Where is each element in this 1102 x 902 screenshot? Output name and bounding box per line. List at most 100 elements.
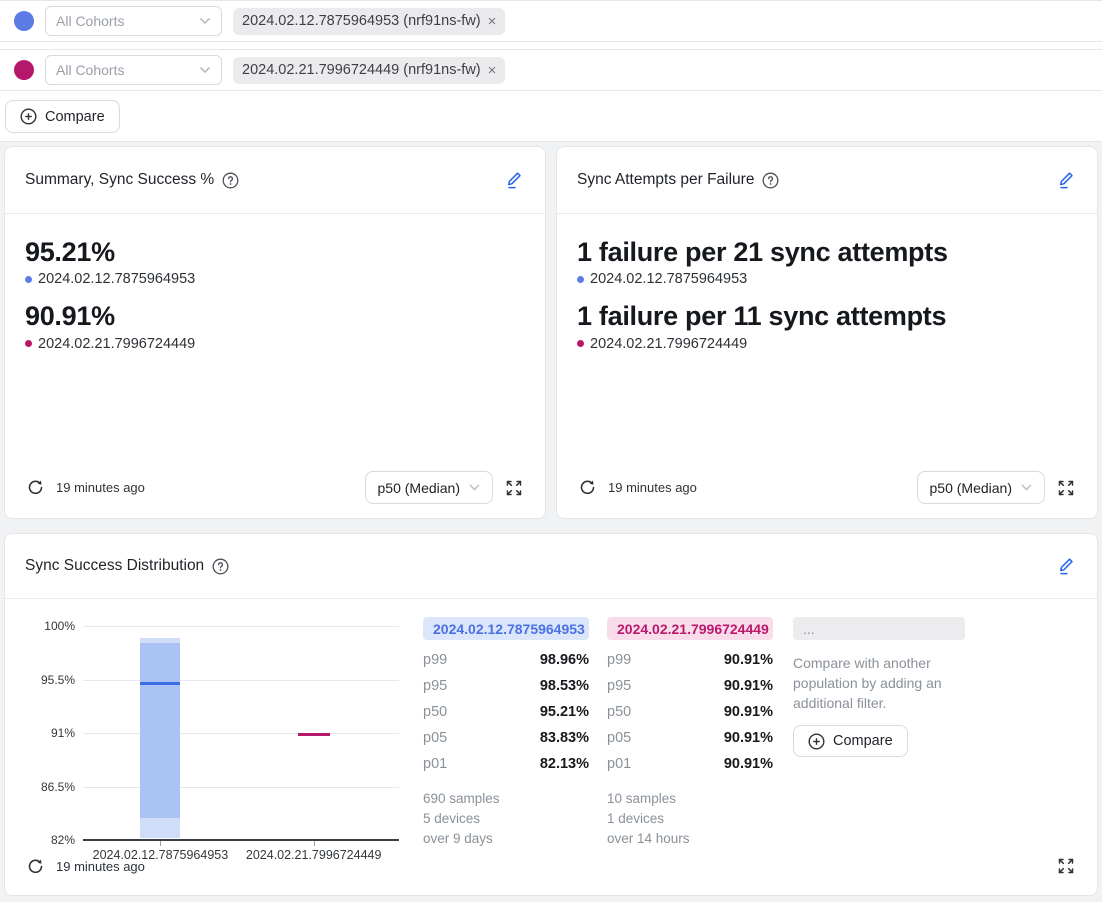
compare-hint-text: Compare with another population by addin… <box>793 655 942 711</box>
expand-icon <box>1057 479 1075 497</box>
add-compare-button[interactable]: Compare <box>5 100 120 133</box>
population-stat-line: 1 devices <box>607 811 665 826</box>
refresh-icon <box>579 479 596 496</box>
card-title: Summary, Sync Success % <box>25 171 215 188</box>
percentile-value: 90.91% <box>723 678 773 694</box>
help-icon[interactable] <box>212 558 229 575</box>
distribution-card-header: Sync Success Distribution <box>5 534 1097 599</box>
percentile-label: p50 <box>607 704 632 720</box>
percentile-row: p05 83.83% <box>423 725 589 751</box>
metric-value: 1 failure per 11 sync attempts <box>577 301 947 332</box>
metric-legend-label: 2024.02.12.7875964953 <box>590 271 748 288</box>
percentile-row: p01 82.13% <box>423 751 589 777</box>
summary-card-header: Summary, Sync Success % <box>5 147 545 214</box>
gridline <box>83 786 399 788</box>
percentile-select[interactable]: p50 (Median) <box>364 471 493 504</box>
attempts-card-footer: 19 minutes ago p50 (Median) <box>557 459 1097 518</box>
cohort-a-select[interactable]: All Cohorts <box>45 6 222 36</box>
edit-card-button[interactable] <box>503 169 525 192</box>
refresh-icon <box>27 479 44 496</box>
population-stat-line: 10 samples <box>607 791 677 806</box>
x-axis-tick <box>160 841 162 846</box>
y-axis-tick-label: 91% <box>50 726 75 740</box>
edit-card-button[interactable] <box>1055 555 1077 578</box>
percentile-row: p95 98.53% <box>423 673 589 699</box>
population-a-header: 2024.02.12.7875964953 <box>423 617 589 640</box>
population-stat-line: 5 devices <box>423 811 481 826</box>
last-updated-text: 19 minutes ago <box>56 858 145 874</box>
compare-hint-column: ... Compare with another population by a… <box>793 617 965 849</box>
refresh-button[interactable] <box>577 477 598 498</box>
card-title: Sync Success Distribution <box>25 557 205 574</box>
percentile-label: p99 <box>607 652 632 668</box>
y-axis-tick-label: 82% <box>50 833 75 847</box>
gridline <box>83 626 399 627</box>
add-population-compare-button[interactable]: Compare <box>793 725 908 757</box>
expand-icon <box>1057 857 1075 875</box>
percentile-label: p05 <box>607 730 632 746</box>
boxplot-plot-area: 100% 95.5% 91% 86.5% 82% 2024.02.12.787596495… <box>41 619 399 862</box>
metric-legend-label: 2024.02.12.7875964953 <box>38 271 196 288</box>
distribution-chart: 100% 95.5% 91% 86.5% 82% 2024.02.12.787596495… <box>25 619 399 862</box>
compare-button-label: Compare <box>833 733 893 749</box>
cohort-a-color-dot <box>14 11 34 31</box>
expand-icon <box>505 479 523 497</box>
metric-value: 1 failure per 21 sync attempts <box>577 237 948 267</box>
remove-tag-icon[interactable]: × <box>487 12 497 30</box>
cohort-select-placeholder: All Cohorts <box>56 62 125 78</box>
cohort-a-tag: 2024.02.12.7875964953 (nrf91ns-fw) × <box>233 7 506 35</box>
metric-value: 90.91% <box>25 301 115 332</box>
percentile-value: 98.96% <box>539 652 589 668</box>
last-updated-text: 19 minutes ago <box>56 480 145 495</box>
metric-legend: 2024.02.12.7875964953 <box>25 271 525 287</box>
cohort-b-dot-icon <box>25 340 32 348</box>
metric-legend: 2024.02.21.7996724449 <box>25 336 525 352</box>
expand-card-button[interactable] <box>503 477 525 499</box>
population-column-a: 2024.02.12.7875964953 p99 98.96% p95 98.53%… <box>423 617 589 849</box>
tag-label: 2024.02.21.7996724449 (nrf91ns-fw) <box>242 62 481 78</box>
population-stat-line: 690 samples <box>423 791 500 806</box>
percentile-select-value: p50 (Median) <box>929 479 1013 496</box>
distribution-card-footer: 19 minutes ago <box>5 849 1097 891</box>
percentile-table-b: p99 90.91% p95 90.91% p50 90.91% p05 90.91% p01 9… <box>607 647 773 777</box>
x-axis-tick <box>313 841 315 846</box>
metric-value: 95.21% <box>25 237 115 267</box>
expand-card-button[interactable] <box>1055 477 1077 499</box>
percentile-row: p50 90.91% <box>607 699 773 725</box>
compare-button-label: Compare <box>45 108 105 125</box>
refresh-button[interactable] <box>25 477 46 498</box>
percentile-value: 90.91% <box>723 704 773 720</box>
refresh-button[interactable] <box>25 856 46 877</box>
remove-tag-icon[interactable]: × <box>487 61 497 79</box>
chevron-down-icon <box>469 484 480 491</box>
percentile-label: p01 <box>423 756 448 772</box>
y-axis-tick-label: 86.5% <box>40 779 75 794</box>
cohort-b-dot-icon <box>577 340 584 348</box>
help-icon[interactable] <box>762 172 779 189</box>
help-icon[interactable] <box>222 172 239 189</box>
percentile-value: 82.13% <box>539 756 589 772</box>
percentile-label: p95 <box>423 678 448 694</box>
percentile-row: p01 90.91% <box>607 751 773 777</box>
filter-row-cohort-a: All Cohorts 2024.02.12.7875964953 (nrf91… <box>0 0 1102 42</box>
population-b-header: 2024.02.21.7996724449 <box>607 617 773 640</box>
summary-card-body: 95.21% 2024.02.12.7875964953 90.91% 2024… <box>5 214 545 459</box>
summary-card: Summary, Sync Success % 95.21% <box>4 146 546 519</box>
percentile-value: 90.91% <box>723 756 773 772</box>
boxplot-median-line <box>140 681 181 685</box>
percentile-row: p99 98.96% <box>423 647 589 673</box>
edit-card-button[interactable] <box>1055 169 1077 192</box>
cohort-select-placeholder: All Cohorts <box>56 13 125 29</box>
cards-area: Summary, Sync Success % 95.21% <box>0 142 1102 896</box>
expand-card-button[interactable] <box>1055 855 1077 877</box>
edit-pencil-icon <box>505 171 523 190</box>
percentile-value: 90.91% <box>723 730 773 746</box>
y-axis-tick-label: 95.5% <box>40 672 75 687</box>
edit-pencil-icon <box>1057 171 1075 190</box>
cohort-b-select[interactable]: All Cohorts <box>45 55 222 85</box>
percentile-label: p05 <box>423 730 448 746</box>
percentile-select[interactable]: p50 (Median) <box>916 471 1045 504</box>
gridline <box>83 733 399 734</box>
percentile-row: p95 90.91% <box>607 673 773 699</box>
